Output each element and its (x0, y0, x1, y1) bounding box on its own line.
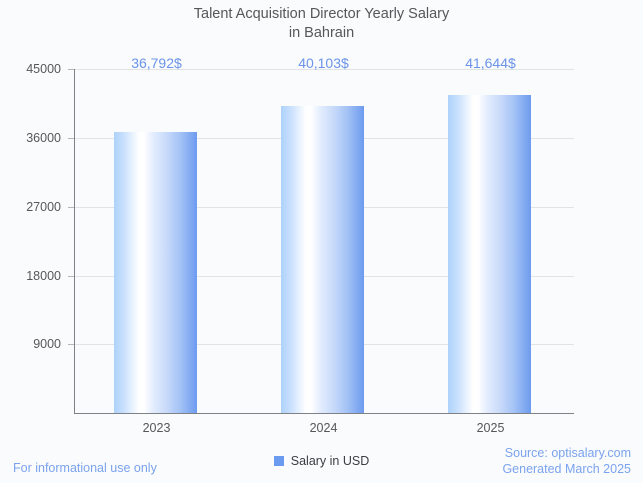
source-text: Source: optisalary.com (504, 446, 631, 460)
data-label-2025: 41,644$ (465, 55, 516, 71)
ytick-label-27000: 27000 (26, 200, 61, 214)
ytick-mark-36000 (68, 138, 74, 139)
ytick-mark-27000 (68, 207, 74, 208)
legend-swatch-icon (273, 456, 284, 466)
bar-2024[interactable] (281, 106, 364, 413)
disclaimer-text: For informational use only (13, 461, 157, 475)
ytick-mark-45000 (68, 69, 74, 70)
bar-2023[interactable] (114, 132, 197, 413)
ytick-label-9000: 9000 (33, 337, 61, 351)
ytick-mark-18000 (68, 276, 74, 277)
ytick-label-36000: 36000 (26, 131, 61, 145)
chart-title-line1: Talent Acquisition Director Yearly Salar… (193, 6, 450, 22)
xtick-label-2024: 2024 (309, 421, 338, 435)
legend-label: Salary in USD (290, 454, 370, 468)
generated-text: Generated March 2025 (502, 461, 631, 476)
legend-item-salary-in-usd[interactable]: Salary in USD (273, 454, 370, 468)
source-block: Source: optisalary.com Generated March 2… (502, 446, 631, 477)
bar-2025[interactable] (448, 95, 531, 413)
xtick-label-2025: 2025 (476, 421, 505, 435)
gridline-45000 (74, 69, 574, 70)
data-label-2023: 36,792$ (131, 55, 182, 71)
ytick-mark-9000 (68, 344, 74, 345)
ytick-label-18000: 18000 (26, 269, 61, 283)
chart-title-line2: in Bahrain (288, 25, 355, 41)
chart-title: Talent Acquisition Director Yearly Salar… (0, 5, 643, 43)
xtick-label-2023: 2023 (142, 421, 171, 435)
y-axis-line (74, 69, 75, 414)
plot-area (74, 69, 574, 413)
ytick-label-45000: 45000 (26, 62, 61, 76)
x-axis-line (74, 413, 574, 414)
data-label-2024: 40,103$ (298, 55, 349, 71)
chart-legend: Salary in USD (0, 454, 643, 468)
